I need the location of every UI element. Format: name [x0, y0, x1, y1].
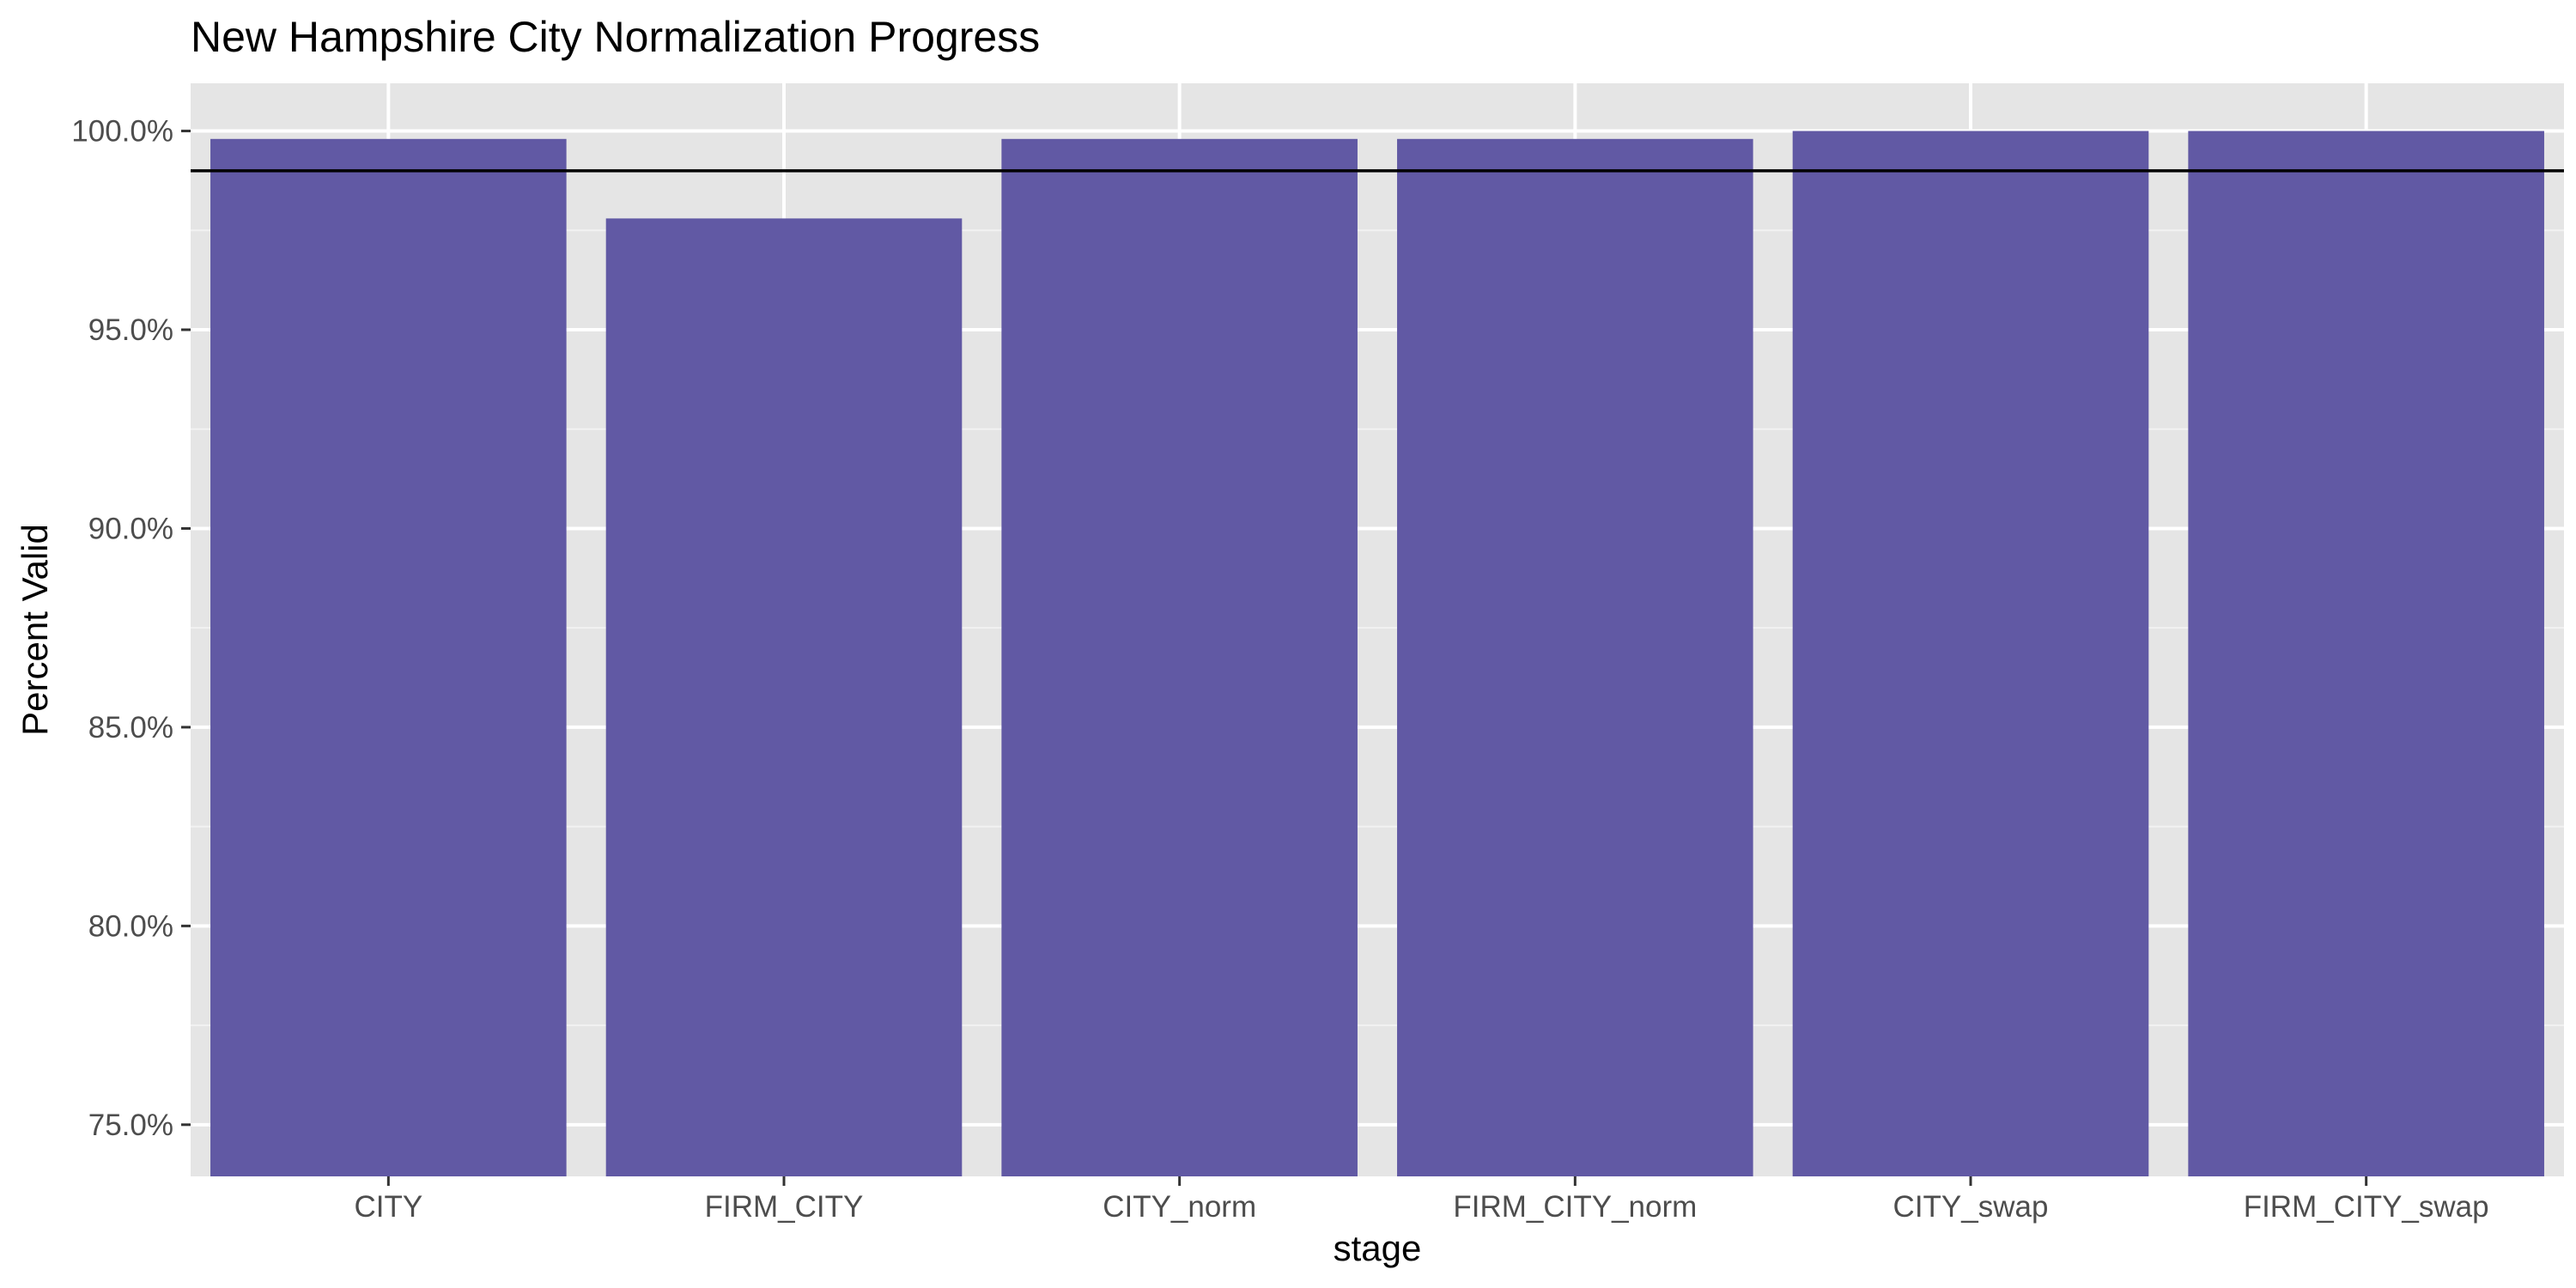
bar-city-norm — [1001, 138, 1358, 1177]
y-tick-label: 95.0% — [88, 313, 173, 347]
plot-panel — [191, 83, 2564, 1176]
bar-city-swap — [1792, 131, 2149, 1177]
bar-firm-city — [605, 218, 963, 1177]
y-axis: 75.0% 80.0% 85.0% 90.0% 95.0% 100.0% — [71, 115, 191, 1142]
y-axis-title: Percent Valid — [15, 524, 55, 736]
x-axis-title: stage — [1334, 1228, 1422, 1268]
x-tick-label: CITY — [354, 1190, 422, 1224]
minor-gridlines — [191, 229, 2564, 1027]
y-tick-label: 85.0% — [88, 711, 173, 744]
y-tick-label: 75.0% — [88, 1109, 173, 1142]
bar-firm-city-norm — [1397, 138, 1753, 1177]
x-tick-label: FIRM_CITY_swap — [2244, 1190, 2489, 1224]
x-tick-label: CITY_norm — [1103, 1190, 1256, 1224]
bar-city — [210, 138, 567, 1177]
x-tick-label: CITY_swap — [1893, 1190, 2049, 1224]
x-tick-label: FIRM_CITY_norm — [1453, 1190, 1697, 1224]
x-axis: CITY FIRM_CITY CITY_norm FIRM_CITY_norm CITY… — [354, 1176, 2489, 1224]
chart-title: New Hampshire City Normalization Progres… — [191, 13, 1040, 61]
y-tick-label: 100.0% — [71, 115, 173, 149]
y-tick-label: 80.0% — [88, 909, 173, 943]
bars — [210, 131, 2544, 1177]
bar-firm-city-swap — [2188, 131, 2544, 1177]
x-tick-label: FIRM_CITY — [705, 1190, 864, 1224]
y-tick-label: 90.0% — [88, 512, 173, 545]
